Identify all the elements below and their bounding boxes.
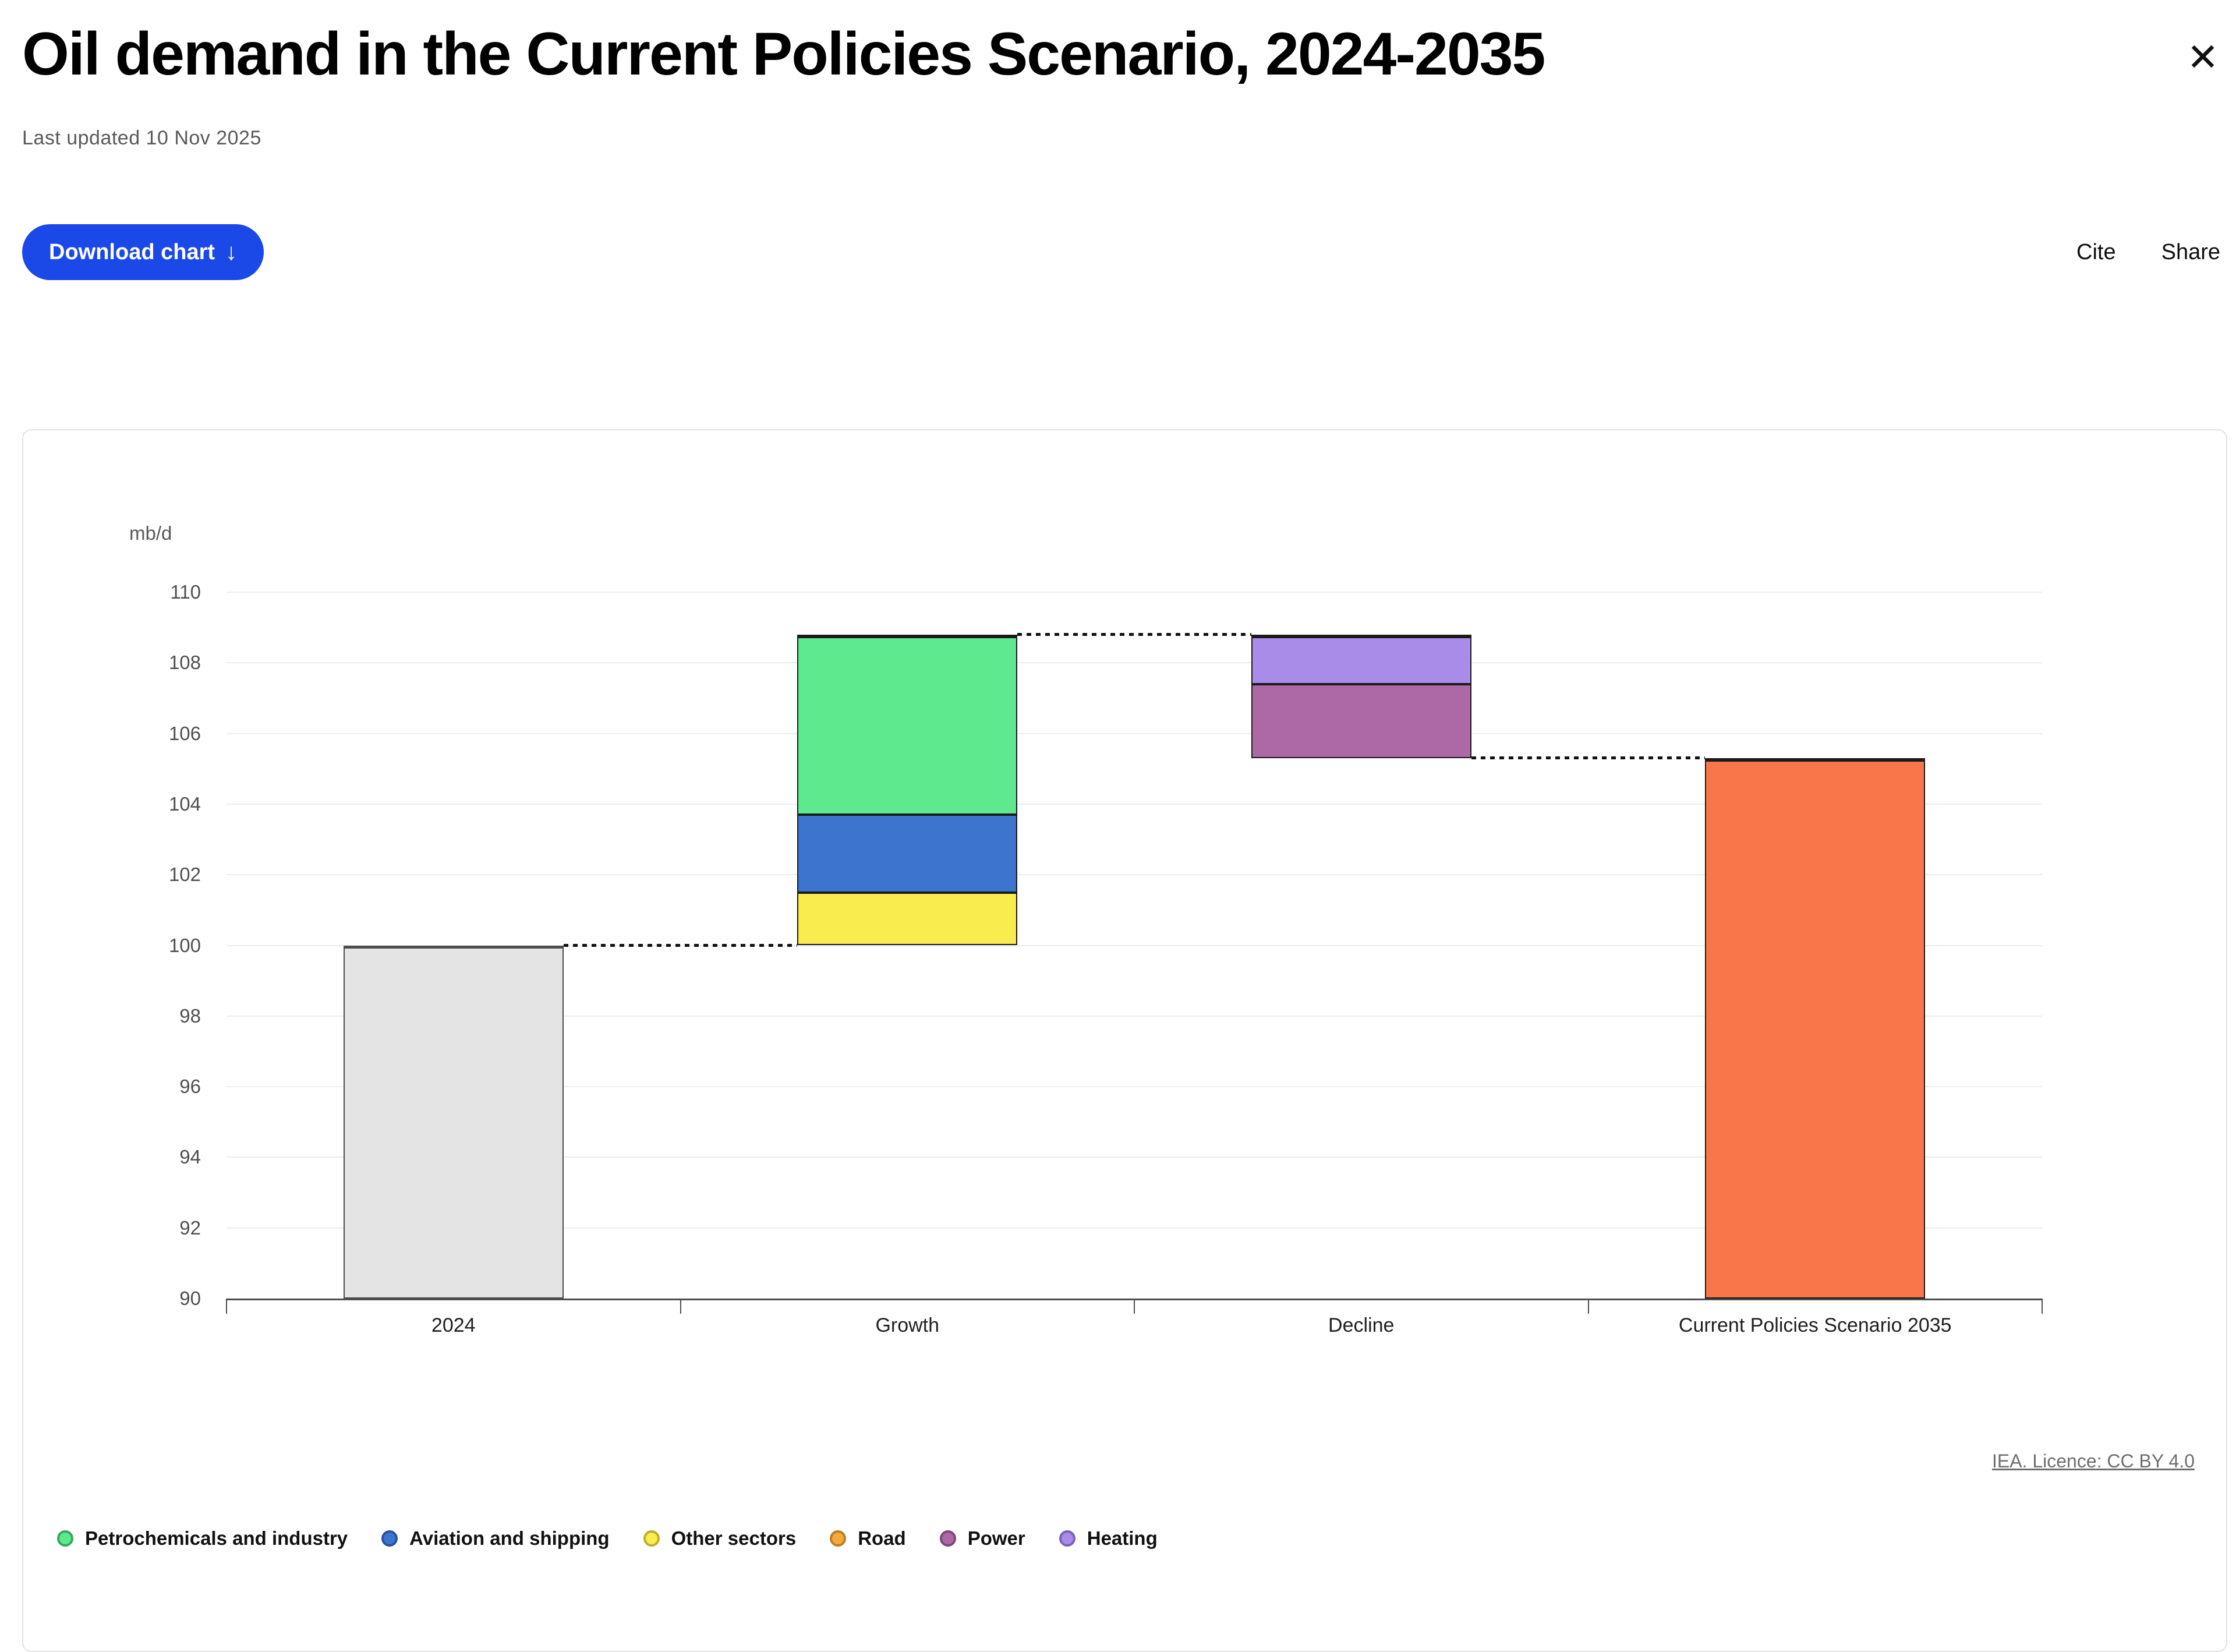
x-category-label: Decline <box>1328 1314 1395 1336</box>
toolbar-links: Cite Share <box>2076 240 2227 265</box>
connector-line <box>563 943 798 947</box>
y-gridline <box>227 803 2042 805</box>
legend-dot-icon <box>939 1530 956 1547</box>
download-chart-label: Download chart <box>49 239 215 264</box>
bar-segment[interactable] <box>1705 758 1926 1299</box>
y-tick-label: 96 <box>179 1076 201 1098</box>
y-tick-label: 108 <box>168 652 201 674</box>
legend-dot-icon <box>381 1530 398 1547</box>
legend-item-label: Other sectors <box>671 1527 797 1549</box>
y-gridline <box>227 592 2042 593</box>
x-axis-tick <box>226 1299 227 1314</box>
legend-item-label: Petrochemicals and industry <box>85 1527 348 1549</box>
bar-segment[interactable] <box>1251 634 1471 684</box>
share-button[interactable]: Share <box>2161 239 2220 264</box>
legend-item[interactable]: Heating <box>1059 1527 1158 1550</box>
connector-line <box>1471 756 1706 760</box>
legend-dot-icon <box>830 1530 847 1547</box>
legend-item[interactable]: Petrochemicals and industry <box>57 1527 348 1550</box>
download-chart-button[interactable]: Download chart ↓ <box>22 224 264 281</box>
legend-dot-icon <box>57 1530 73 1547</box>
y-axis-unit-label: mb/d <box>129 522 172 544</box>
y-tick-label: 90 <box>179 1287 201 1309</box>
legend-dot-icon <box>643 1530 660 1547</box>
legend-item-label: Heating <box>1087 1527 1158 1549</box>
y-gridline <box>227 944 2042 946</box>
legend-item-label: Aviation and shipping <box>409 1527 610 1549</box>
y-tick-label: 104 <box>168 793 201 815</box>
connector-line <box>1017 632 1251 636</box>
legend-dot-icon <box>1059 1530 1075 1547</box>
legend: Petrochemicals and industry Aviation and … <box>57 1527 1158 1550</box>
x-category-label: 2024 <box>431 1314 476 1336</box>
y-tick-label: 102 <box>168 864 201 886</box>
y-gridline <box>227 1156 2042 1158</box>
toolbar: Download chart ↓ Cite Share <box>22 224 2227 281</box>
bar-segment[interactable] <box>1251 684 1471 759</box>
x-axis-tick <box>1134 1299 1135 1314</box>
legend-item[interactable]: Power <box>939 1527 1025 1550</box>
bar-segment[interactable] <box>797 634 1018 815</box>
page-title: Oil demand in the Current Policies Scena… <box>22 20 1545 88</box>
y-gridline <box>227 874 2042 876</box>
x-category-label: Growth <box>875 1314 940 1336</box>
legend-item-label: Road <box>858 1527 906 1549</box>
bar-segment[interactable] <box>343 945 564 1299</box>
cite-button[interactable]: Cite <box>2076 239 2116 264</box>
close-button[interactable]: ✕ <box>2171 26 2235 90</box>
y-gridline <box>227 1086 2042 1088</box>
legend-item[interactable]: Aviation and shipping <box>381 1527 610 1550</box>
y-tick-label: 94 <box>179 1146 201 1168</box>
bar-segment[interactable] <box>797 892 1018 946</box>
close-icon: ✕ <box>2187 35 2219 80</box>
y-gridline <box>227 662 2042 664</box>
last-updated-text: Last updated 10 Nov 2025 <box>22 127 261 150</box>
x-axis-tick <box>1587 1299 1589 1314</box>
x-axis-tick <box>680 1299 681 1314</box>
download-arrow-icon: ↓ <box>225 239 238 265</box>
legend-item[interactable]: Road <box>830 1527 906 1550</box>
y-gridline <box>227 733 2042 734</box>
y-tick-label: 92 <box>179 1216 201 1239</box>
y-tick-label: 98 <box>179 1004 201 1027</box>
legend-item[interactable]: Other sectors <box>643 1527 797 1550</box>
page-header: Oil demand in the Current Policies Scena… <box>0 0 2236 281</box>
x-category-label: Current Policies Scenario 2035 <box>1678 1314 1952 1336</box>
y-tick-label: 110 <box>170 581 201 603</box>
y-tick-label: 100 <box>168 934 201 956</box>
y-gridline <box>227 1227 2042 1229</box>
chart-card: mb/d 90 92 94 96 98 100 102 104 106 108 110 2024 Gro… <box>22 429 2227 1652</box>
x-axis-tick <box>2042 1299 2043 1314</box>
y-tick-label: 106 <box>168 722 201 744</box>
legend-item-label: Power <box>967 1527 1025 1549</box>
y-gridline <box>227 1015 2042 1017</box>
bar-segment[interactable] <box>797 815 1018 893</box>
licence-link[interactable]: IEA. Licence: CC BY 4.0 <box>1991 1451 2195 1471</box>
